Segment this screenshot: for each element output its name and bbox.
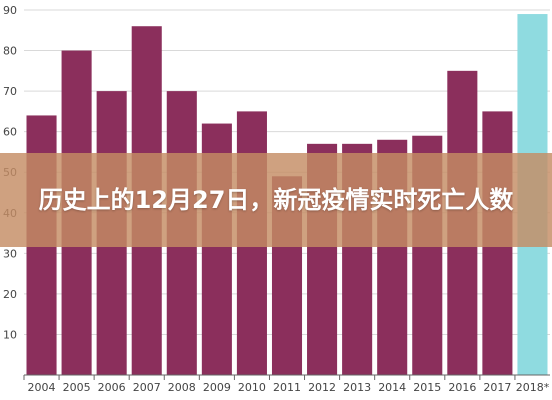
y-tick-label: 80 <box>3 45 17 58</box>
axes <box>23 374 550 380</box>
x-tick-label: 2018* <box>516 381 550 394</box>
x-tick-label: 2007 <box>133 381 161 394</box>
x-tick-label: 2006 <box>98 381 126 394</box>
x-tick-label: 2015 <box>413 381 441 394</box>
y-tick-label: 90 <box>3 4 17 17</box>
x-tick-label: 2004 <box>28 381 56 394</box>
y-tick-label: 20 <box>3 288 17 301</box>
y-tick-label: 60 <box>3 126 17 139</box>
x-tick-label: 2005 <box>63 381 91 394</box>
tick-labels: 1020304050607080902004200520062007200820… <box>3 4 550 394</box>
banner-title: 历史上的12月27日，新冠疫情实时死亡人数 <box>38 186 514 214</box>
title-banner: 历史上的12月27日，新冠疫情实时死亡人数 <box>0 153 552 247</box>
x-tick-label: 2010 <box>238 381 266 394</box>
x-tick-label: 2011 <box>273 381 301 394</box>
x-tick-label: 2008 <box>168 381 196 394</box>
y-tick-label: 70 <box>3 85 17 98</box>
x-tick-label: 2017 <box>483 381 511 394</box>
x-tick-label: 2009 <box>203 381 231 394</box>
x-tick-label: 2016 <box>448 381 476 394</box>
x-tick-label: 2013 <box>343 381 371 394</box>
x-tick-label: 2012 <box>308 381 336 394</box>
y-tick-label: 10 <box>3 328 17 341</box>
y-tick-label: 30 <box>3 247 17 260</box>
x-tick-label: 2014 <box>378 381 406 394</box>
